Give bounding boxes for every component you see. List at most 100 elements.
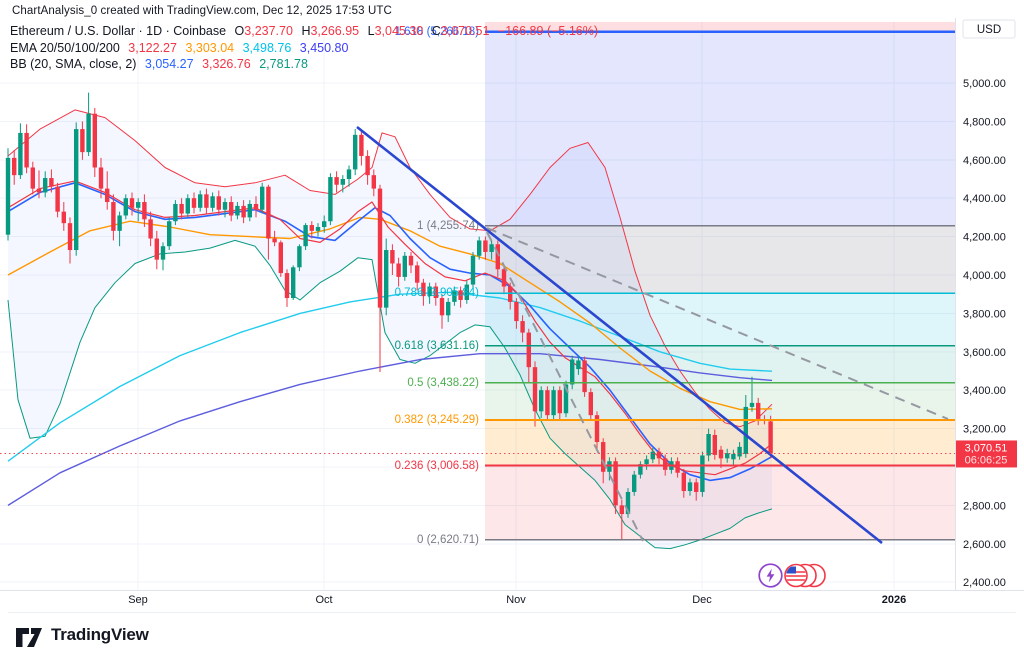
candle <box>452 290 457 302</box>
price-axis-label: 4,600.00 <box>963 155 1006 167</box>
bb-legend-row[interactable]: BB (20, SMA, close, 2) 3,054.27 3,326.76… <box>10 56 598 73</box>
candle <box>346 169 352 179</box>
candle <box>495 244 500 270</box>
price-axis[interactable] <box>955 0 1024 590</box>
symbol-title[interactable]: Ethereum / U.S. Dollar · 1D · Coinbase <box>10 24 227 38</box>
candle <box>390 250 395 264</box>
trend-line-down[interactable] <box>356 125 883 545</box>
tradingview-logo-text: TradingView <box>51 625 149 644</box>
bb-band-fill <box>8 109 772 549</box>
ema50-value: 3,303.04 <box>185 40 235 55</box>
candle <box>539 390 544 412</box>
candle <box>483 240 488 252</box>
ema-indicator-title[interactable]: EMA 20/50/100/200 <box>10 40 120 55</box>
candle <box>613 461 618 506</box>
market-flags-icon[interactable] <box>784 562 828 594</box>
candle <box>334 177 339 185</box>
candle <box>24 132 29 168</box>
candle <box>563 384 569 414</box>
candle <box>241 205 246 218</box>
bb-indicator-title[interactable]: BB (20, SMA, close, 2) <box>10 57 137 71</box>
candle <box>681 472 686 491</box>
candle <box>117 215 122 231</box>
candle <box>464 284 469 300</box>
candle <box>191 198 197 208</box>
candle <box>601 442 606 472</box>
current-price-value: 3,070.51 <box>965 442 1008 454</box>
candle <box>458 290 463 300</box>
time-axis-label: 2026 <box>882 594 906 606</box>
candle <box>632 474 637 492</box>
candle <box>415 265 420 283</box>
fib-level-label: 0.382 (3,245.29) <box>395 414 480 426</box>
time-axis[interactable] <box>0 590 1024 612</box>
legend: Ethereum / U.S. Dollar · 1D · Coinbase O… <box>10 23 598 73</box>
currency-toggle[interactable] <box>962 19 1016 39</box>
candle <box>619 505 624 515</box>
candle <box>656 451 662 459</box>
time-axis-label: Oct <box>315 594 332 606</box>
price-axis-label: 2,800.00 <box>963 500 1006 512</box>
ema-legend-row[interactable]: EMA 20/50/100/200 3,122.27 3,303.04 3,49… <box>10 40 598 57</box>
candle <box>229 202 234 216</box>
fib-zone <box>485 345 955 383</box>
candle <box>322 221 327 227</box>
time-axis-label: Nov <box>506 594 526 606</box>
bb-upper-line <box>7 109 773 428</box>
candle <box>694 482 699 492</box>
candle <box>154 238 159 260</box>
time-axis-label: Sep <box>128 594 148 606</box>
candle <box>588 392 593 416</box>
candle <box>377 188 383 308</box>
candle <box>526 332 531 368</box>
low-value: 3,045.30 <box>374 24 424 38</box>
candle <box>30 167 35 189</box>
candle <box>86 113 91 153</box>
dashed-channel-upper[interactable] <box>486 227 949 420</box>
fib-zone <box>485 225 955 294</box>
candle <box>402 255 407 277</box>
candle <box>514 301 519 322</box>
candle <box>272 238 277 243</box>
candle <box>92 113 97 168</box>
candle <box>731 453 736 460</box>
candle <box>663 458 668 470</box>
candle <box>371 175 376 189</box>
candle <box>198 194 203 208</box>
chart-pane[interactable] <box>0 22 955 590</box>
fib-zone <box>485 22 955 32</box>
candle <box>253 203 259 210</box>
candle <box>49 178 54 187</box>
candle <box>725 453 730 459</box>
fib-level-label: 1.618 (5,266.18) <box>395 26 480 38</box>
ema200-value: 3,450.80 <box>299 40 349 55</box>
candle <box>160 246 166 260</box>
dashed-channel-lower[interactable] <box>486 231 644 542</box>
ema200-line <box>7 353 773 506</box>
candle <box>737 446 742 457</box>
ema50-line <box>7 216 773 411</box>
tradingview-logo[interactable]: TradingView <box>14 620 149 650</box>
candle <box>136 202 141 208</box>
candle <box>638 464 643 475</box>
lightning-icon[interactable] <box>757 562 784 594</box>
candle <box>43 178 48 193</box>
open-value: 3,237.70 <box>244 24 293 38</box>
candle <box>520 321 525 333</box>
candle <box>142 202 147 220</box>
candle <box>179 203 184 214</box>
candle <box>247 203 252 218</box>
candle <box>439 298 445 316</box>
candle <box>18 132 23 176</box>
candle <box>650 451 655 460</box>
price-axis-label: 2,600.00 <box>963 539 1006 551</box>
candle <box>74 129 79 251</box>
low-label: L <box>367 24 375 38</box>
candle <box>216 196 221 210</box>
symbol-legend-row[interactable]: Ethereum / U.S. Dollar · 1D · Coinbase O… <box>10 23 598 40</box>
candle <box>675 461 680 473</box>
candle <box>427 286 432 297</box>
currency-label: USD <box>977 24 1001 36</box>
fib-level-label: 0.5 (3,438.22) <box>407 377 479 389</box>
